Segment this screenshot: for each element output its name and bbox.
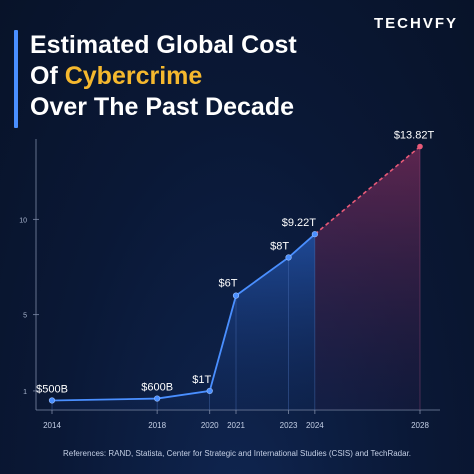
x-tick-label: 2020 — [201, 421, 219, 430]
data-point-projection — [417, 143, 423, 150]
chart-labels: $500B $600B $1T $6T $8T $9.22T $13.82T — [36, 129, 434, 395]
title-line-2: Of Cybercrime — [30, 61, 360, 92]
brand-logo: TECHVFY — [373, 15, 458, 32]
title-highlight: Cybercrime — [64, 62, 203, 90]
title-line-3: Over The Past Decade — [30, 93, 295, 121]
data-label: $8T — [270, 240, 289, 252]
chart-areas — [52, 146, 420, 411]
data-point — [232, 292, 240, 299]
x-tick-label: 2021 — [227, 421, 245, 430]
title-line-2-prefix: Of — [30, 62, 65, 90]
data-label: $1T — [192, 374, 211, 386]
title-accent-bar — [14, 30, 18, 128]
data-point — [285, 254, 292, 261]
data-label: $6T — [219, 278, 238, 290]
data-point — [206, 387, 213, 395]
x-tick-label: 2028 — [411, 421, 429, 430]
chart-points — [48, 143, 423, 404]
data-label: $500B — [36, 383, 68, 395]
x-tick-label: 2014 — [43, 421, 61, 430]
data-label-projection: $13.82T — [394, 129, 435, 141]
title-line-1: Estimated Global Cost — [30, 31, 297, 59]
actual-series-line — [51, 233, 316, 402]
y-tick-label: 10 — [19, 217, 27, 224]
references-note: References: RAND, Statista, Center for S… — [62, 449, 412, 458]
chart-guides — [51, 146, 421, 410]
projection-series-line — [314, 145, 421, 235]
chart-title: Estimated Global Cost Of Cybercrime Over… — [30, 30, 360, 123]
y-tick-label: 1 — [23, 389, 27, 396]
x-tick-label: 2024 — [306, 421, 324, 430]
x-tick-label: 2018 — [148, 421, 166, 430]
data-point — [48, 397, 56, 404]
y-tick-label: 5 — [23, 313, 27, 320]
actual-area-fill — [52, 234, 315, 410]
chart-lines — [51, 145, 421, 402]
x-tick-label: 2023 — [280, 421, 298, 430]
data-point — [154, 395, 161, 402]
data-label: $600B — [141, 382, 173, 394]
data-label: $9.22T — [282, 217, 317, 229]
data-point — [311, 231, 318, 238]
projection-area-fill — [314, 146, 420, 411]
